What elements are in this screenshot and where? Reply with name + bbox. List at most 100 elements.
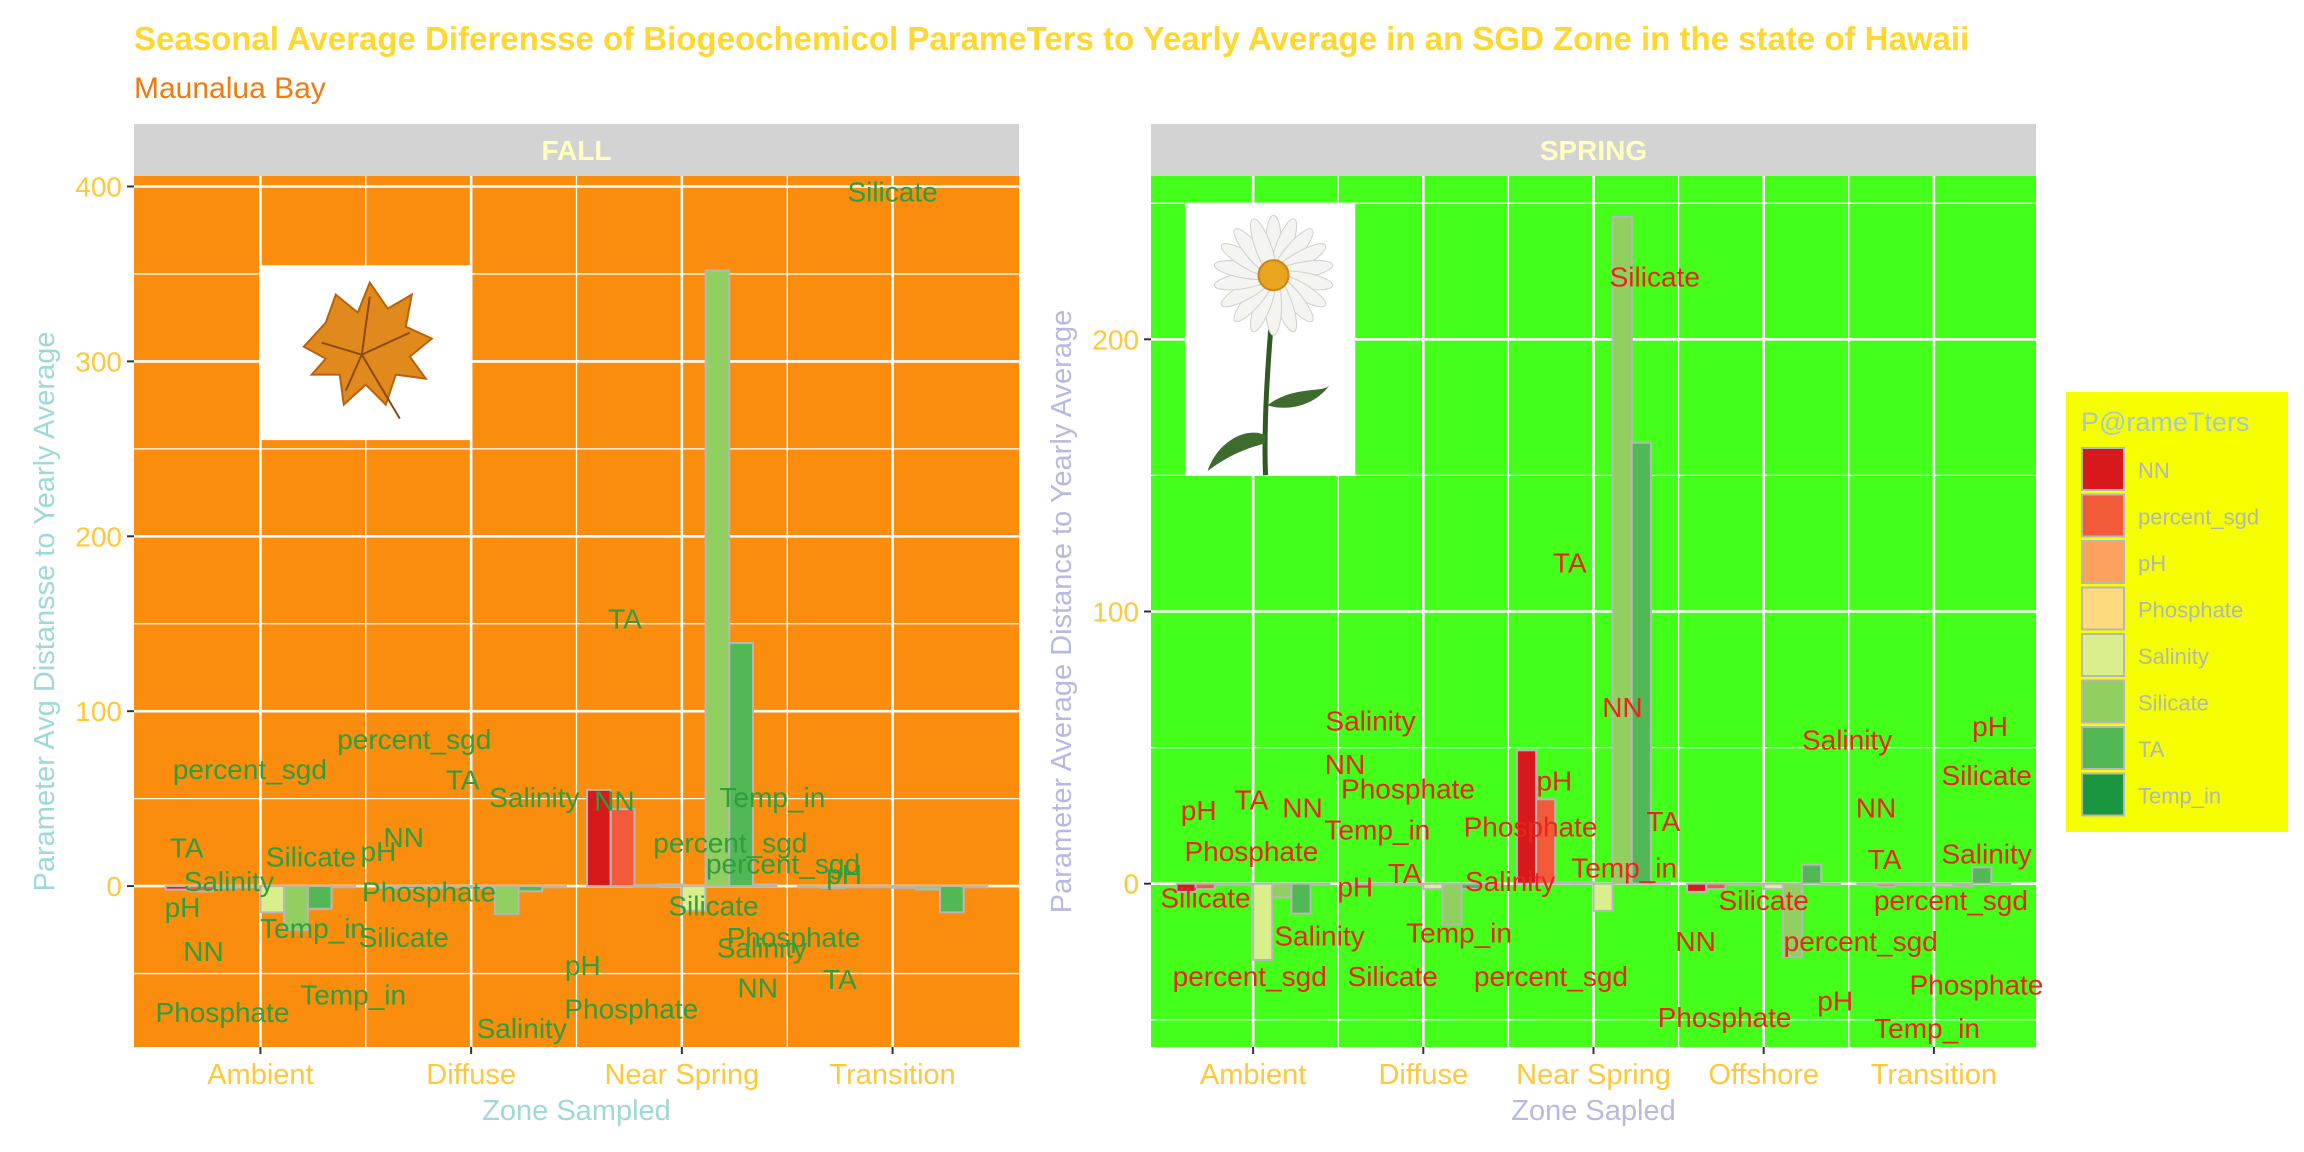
bar-label: NN xyxy=(1856,792,1896,823)
bar-label: TA xyxy=(1868,844,1902,875)
x-axis: Ambient Diffuse Near Spring Transition xyxy=(207,1047,956,1091)
bar-nn xyxy=(1686,882,1708,893)
bar-silicate xyxy=(1611,215,1633,885)
bar-label: Phosphate xyxy=(1658,1002,1792,1033)
legend: P@rameTters NN percent_sgd pH Phosphate Salin… xyxy=(2066,392,2288,832)
bar-silicate xyxy=(704,269,731,888)
bar-salinity xyxy=(1422,882,1444,891)
bar-silicate xyxy=(1271,882,1293,899)
legend-title: P@rameTters xyxy=(2081,407,2249,437)
bar-temp-in xyxy=(1990,882,2012,886)
y-tick-label: 200 xyxy=(1092,324,1139,355)
bar-label: Phosphate xyxy=(1909,969,2043,1000)
y-axis-title: Parameter Avg Distansse to Yearly Averag… xyxy=(29,332,61,892)
bar-label: TA xyxy=(608,603,642,634)
bar-label: Silicate xyxy=(1942,760,2032,791)
bar-phosphate xyxy=(657,883,683,888)
bar-label: TA xyxy=(1235,784,1269,815)
bar-silicate xyxy=(1952,882,1974,888)
x-axis-title: Zone Sapled xyxy=(1511,1095,1675,1127)
bar-temp-in xyxy=(541,885,567,889)
bar-label: percent_sgd xyxy=(1173,961,1327,992)
bar-temp-in xyxy=(1479,882,1501,886)
bar-label: Salinity xyxy=(1942,839,2032,870)
bar-ta xyxy=(1460,882,1482,891)
y-tick-label: 200 xyxy=(75,521,122,552)
bar-salinity xyxy=(1252,882,1274,961)
bar-label: NN xyxy=(737,973,777,1004)
facet-strip-label: FALL xyxy=(542,135,612,166)
bar-percent-sgd xyxy=(1194,882,1216,891)
bar-label: Salinity xyxy=(1274,920,1364,951)
bars xyxy=(164,269,989,931)
legend-key-ph xyxy=(2081,540,2125,584)
bar-label: NN xyxy=(594,785,634,816)
bar-ta xyxy=(517,885,544,893)
legend-label: pH xyxy=(2138,551,2166,576)
legend-label: Phosphate xyxy=(2138,598,2243,623)
y-axis: 0 100 200 300 400 xyxy=(75,171,134,902)
bar-label: percent_sgd xyxy=(1784,926,1938,957)
bar-label: TA xyxy=(823,964,857,995)
bar-label: Phosphate xyxy=(1341,773,1475,804)
x-tick-label: Near Spring xyxy=(1516,1059,1671,1091)
bar-silicate xyxy=(915,885,941,891)
bar-phosphate xyxy=(867,885,894,889)
legend-key-percent-sgd xyxy=(2081,493,2125,538)
bar-labels: Silicate TA NN Salinity Salinity pH NN Silicate… xyxy=(1160,262,2043,1044)
bar-label: TA xyxy=(1388,858,1422,889)
bar-label: pH xyxy=(1817,986,1853,1017)
daisy-center xyxy=(1257,259,1290,292)
y-axis-title: Parameter Average Distance to Yearly Ave… xyxy=(1046,310,1078,913)
legend-label: Silicate xyxy=(2138,691,2209,716)
bar-label: percent_sgd xyxy=(1874,885,2028,916)
bar-percent-sgd xyxy=(1705,882,1727,891)
bar-label: Salinity xyxy=(1465,866,1555,897)
bar-ta xyxy=(728,641,754,888)
legend-key-ta xyxy=(2081,726,2125,770)
bar-label: Phosphate xyxy=(727,922,861,953)
bar-ta xyxy=(938,885,965,914)
y-tick-label: 0 xyxy=(1123,869,1139,900)
bar-label: Silicate xyxy=(1348,961,1438,992)
bar-label: Silicate xyxy=(1160,882,1250,913)
bar-label: Salinity xyxy=(1802,724,1892,755)
daisy-leaf xyxy=(1267,385,1330,408)
bar-ta xyxy=(1630,441,1652,885)
bar-label: Temp_in xyxy=(1571,852,1677,883)
bar-label: TA xyxy=(1553,548,1587,579)
bar-label: NN xyxy=(1325,749,1365,780)
bar-silicate xyxy=(1441,882,1463,926)
bar-label: Temp_in xyxy=(720,782,826,813)
bar-label: Temp_in xyxy=(1406,918,1512,949)
bar-label: Silicate xyxy=(847,177,937,208)
y-tick-label: 0 xyxy=(106,871,122,902)
bar-label: Silicate xyxy=(1719,885,1809,916)
x-axis-title: Zone Sampled xyxy=(482,1095,671,1127)
bar-salinity xyxy=(680,885,707,912)
x-tick-label: Offshore xyxy=(1708,1059,1819,1091)
bar-label: Salinity xyxy=(489,782,579,813)
bar-label: Phosphate xyxy=(1184,836,1318,867)
bar-label: Phosphate xyxy=(564,994,698,1025)
y-tick-label: 300 xyxy=(75,346,122,377)
bar-ta xyxy=(306,885,333,910)
legend-label: Temp_in xyxy=(2138,784,2221,809)
legend-label: TA xyxy=(2138,737,2165,762)
bar-temp-in xyxy=(751,883,778,888)
bar-label: pH xyxy=(361,836,397,867)
leaf-icon xyxy=(302,280,434,407)
bar-temp-in xyxy=(1309,882,1331,886)
bar-label: pH xyxy=(1181,795,1217,826)
bar-label: Phosphate xyxy=(362,876,496,907)
y-tick-label: 400 xyxy=(75,171,122,202)
bar-label: Salinity xyxy=(717,932,807,963)
bar-label: Silicate xyxy=(1610,262,1700,293)
x-tick-label: Transition xyxy=(1871,1059,1997,1091)
gridlines xyxy=(1151,176,2036,1047)
bar-temp-in xyxy=(1649,881,1672,885)
bar-ta xyxy=(1971,866,1993,885)
